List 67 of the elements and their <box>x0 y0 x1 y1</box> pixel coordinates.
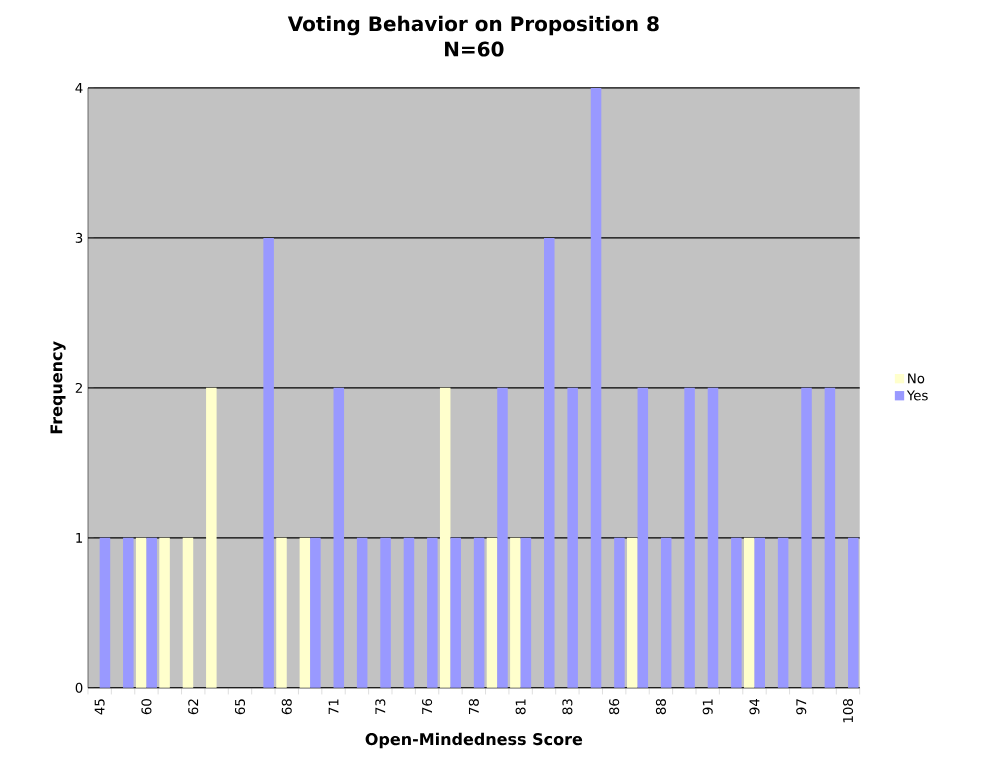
bar <box>684 387 695 688</box>
bar <box>276 537 287 688</box>
bar <box>146 537 157 688</box>
legend-label: No <box>908 373 925 384</box>
y-tick-label: 3 <box>75 232 83 243</box>
bar <box>135 537 147 688</box>
bar <box>614 537 625 688</box>
legend-label: Yes <box>906 390 928 401</box>
x-tick-label: 91 <box>702 699 713 715</box>
x-tick-label: 88 <box>655 699 666 715</box>
bar <box>824 387 836 688</box>
bar <box>99 537 111 688</box>
x-tick-label: 68 <box>281 699 292 715</box>
bar <box>310 537 321 688</box>
x-axis-title: Open-Mindedness Score <box>365 732 583 749</box>
bar <box>473 537 485 688</box>
bar <box>159 537 170 688</box>
bar <box>497 387 508 688</box>
x-tick-label: 94 <box>749 698 760 715</box>
bar <box>660 537 672 688</box>
bar <box>403 537 415 688</box>
bar <box>450 537 461 688</box>
x-tick-label: 108 <box>842 699 854 723</box>
bar <box>380 537 391 688</box>
y-axis-title: Frequency <box>50 341 66 434</box>
x-tick-label: 81 <box>515 699 526 715</box>
bar <box>801 387 812 688</box>
bar <box>263 237 274 688</box>
bar <box>123 537 134 688</box>
x-tick-label: 62 <box>188 699 199 715</box>
bar <box>333 387 345 688</box>
bar <box>743 537 755 688</box>
bar <box>590 87 602 688</box>
x-tick-label: 73 <box>375 699 386 714</box>
bar <box>731 537 742 688</box>
bar <box>299 537 311 688</box>
chart-subtitle: N=60 <box>445 41 504 57</box>
bar <box>627 537 638 688</box>
y-tick-label: 1 <box>76 532 83 543</box>
x-tick-label: 83 <box>562 699 573 715</box>
x-tick-label: 45 <box>94 699 105 715</box>
bar <box>777 537 789 688</box>
bar <box>439 387 451 688</box>
bar <box>486 537 498 688</box>
x-tick-label: 65 <box>234 699 246 715</box>
bar <box>567 387 578 688</box>
bar <box>637 387 649 688</box>
chart-title: Voting Behavior on Proposition 8 <box>287 15 659 36</box>
bar <box>707 387 719 688</box>
bar <box>848 537 859 688</box>
y-tick-label: 0 <box>75 682 83 693</box>
bar <box>427 537 438 688</box>
bar <box>754 537 765 688</box>
x-tick-label: 97 <box>796 699 807 715</box>
x-tick-label: 76 <box>422 698 433 714</box>
x-tick-label: 86 <box>609 698 620 715</box>
bar <box>544 237 555 688</box>
bar <box>510 537 521 688</box>
bar <box>206 387 217 688</box>
bar <box>520 537 532 688</box>
y-tick-label: 4 <box>75 83 83 93</box>
bar <box>182 537 194 688</box>
x-tick-label: 78 <box>468 699 479 714</box>
bar <box>356 537 368 688</box>
x-tick-label: 71 <box>328 699 339 714</box>
y-tick-label: 2 <box>75 382 82 393</box>
x-tick-label: 60 <box>141 699 152 715</box>
